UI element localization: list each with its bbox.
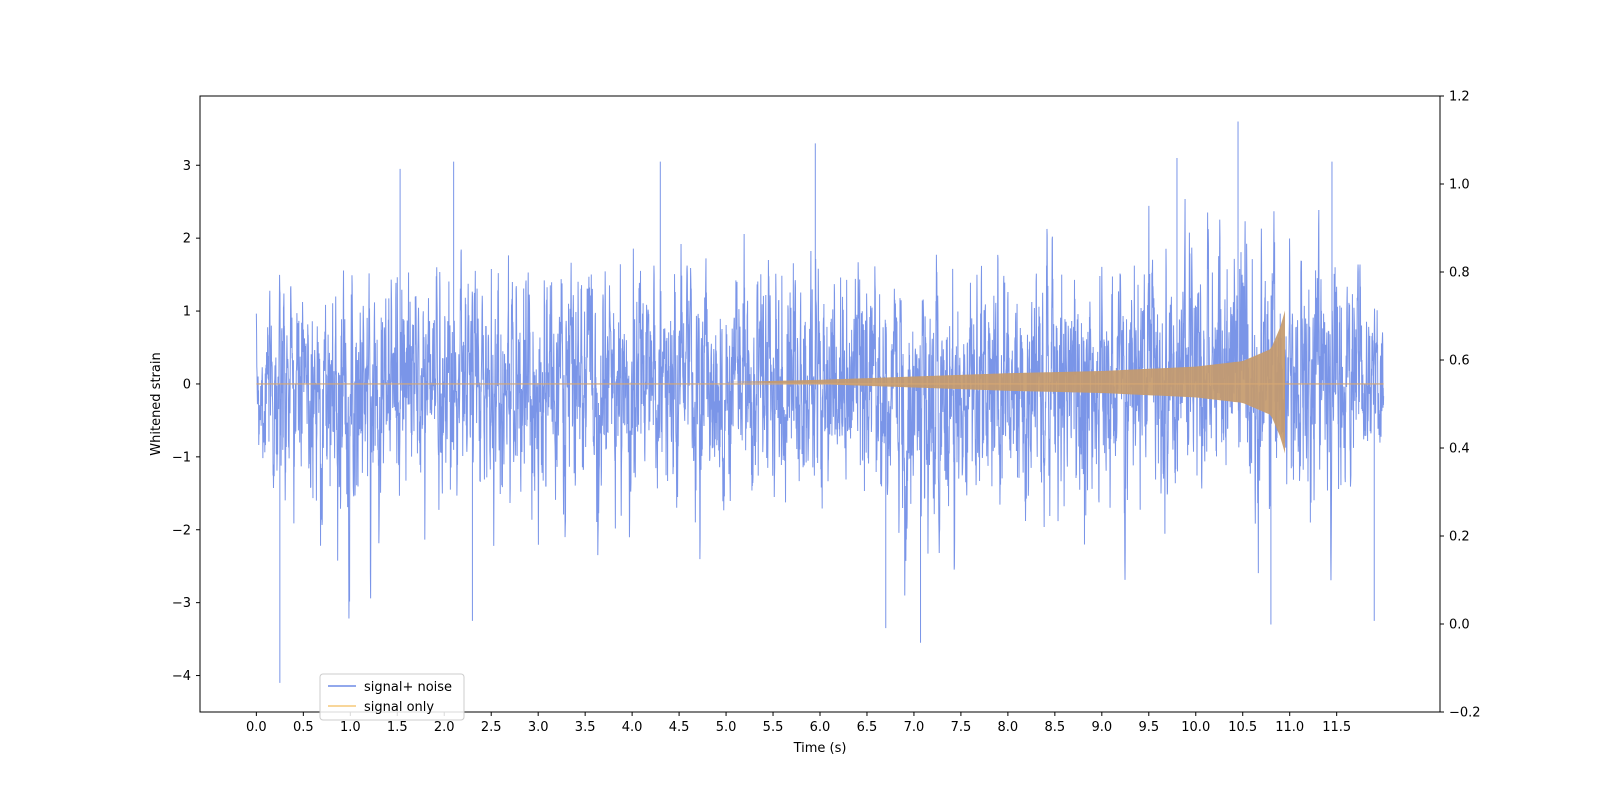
- y-tick-label: −3: [172, 596, 191, 611]
- x-tick-label: 11.0: [1275, 720, 1304, 735]
- x-tick-label: 3.0: [528, 720, 549, 735]
- y2-tick-label: 0.4: [1449, 442, 1470, 457]
- y2-tick-label: 0.8: [1449, 266, 1470, 281]
- y-tick-label: −4: [172, 669, 191, 684]
- x-tick-label: 9.5: [1138, 720, 1159, 735]
- y-tick-label: 2: [183, 232, 191, 247]
- x-tick-label: 8.5: [1045, 720, 1066, 735]
- y2-tick-label: 1.2: [1449, 90, 1470, 105]
- x-tick-label: 4.5: [669, 720, 690, 735]
- x-tick-label: 5.0: [716, 720, 737, 735]
- x-tick-label: 1.5: [387, 720, 408, 735]
- y2-tick-label: 0.0: [1449, 618, 1470, 633]
- x-tick-label: 2.0: [434, 720, 455, 735]
- y2-tick-label: 0.2: [1449, 530, 1470, 545]
- legend-label-signal-noise: signal+ noise: [364, 680, 452, 695]
- y-tick-label: −1: [172, 450, 191, 465]
- x-tick-label: 6.0: [810, 720, 831, 735]
- x-tick-label: 3.5: [575, 720, 596, 735]
- y-tick-label: 3: [183, 159, 191, 174]
- x-tick-label: 0.0: [246, 720, 267, 735]
- x-tick-label: 1.0: [340, 720, 361, 735]
- series-signal-noise-line: [255, 121, 1385, 683]
- x-tick-label: 5.5: [763, 720, 784, 735]
- x-tick-label: 8.0: [998, 720, 1019, 735]
- x-tick-label: 2.5: [481, 720, 502, 735]
- x-tick-label: 7.0: [904, 720, 925, 735]
- x-tick-label: 0.5: [293, 720, 314, 735]
- y-axis: −4 −3 −2 −1 0 1 2 3: [172, 159, 200, 684]
- y-tick-label: 1: [183, 305, 191, 320]
- y-axis-label: Whitened strain: [149, 352, 164, 455]
- y2-tick-label: −0.2: [1449, 706, 1481, 721]
- x-tick-label: 10.0: [1181, 720, 1210, 735]
- y2-tick-label: 0.6: [1449, 354, 1470, 369]
- y-tick-label: 0: [183, 377, 191, 392]
- x-axis-label: Time (s): [793, 741, 847, 756]
- y-tick-label: −2: [172, 523, 191, 538]
- y2-axis: −0.2 0.0 0.2 0.4 0.6 0.8 1.0 1.2: [1440, 90, 1481, 721]
- series-signal-only-fill: [256, 310, 1285, 454]
- x-tick-label: 9.0: [1091, 720, 1112, 735]
- x-tick-label: 10.5: [1228, 720, 1257, 735]
- legend-label-signal-only: signal only: [364, 700, 434, 715]
- y2-tick-label: 1.0: [1449, 178, 1470, 193]
- legend: signal+ noise signal only: [319, 673, 465, 721]
- plot-area: [255, 121, 1385, 683]
- x-axis: 0.0 0.5 1.0 1.5 2.0 2.5 3.0 3.5 4.0 4.5 5.0 5.5 6.0 6…: [246, 712, 1351, 735]
- x-tick-label: 7.5: [951, 720, 972, 735]
- x-tick-label: 4.0: [622, 720, 643, 735]
- x-tick-label: 11.5: [1322, 720, 1351, 735]
- x-tick-label: 6.5: [857, 720, 878, 735]
